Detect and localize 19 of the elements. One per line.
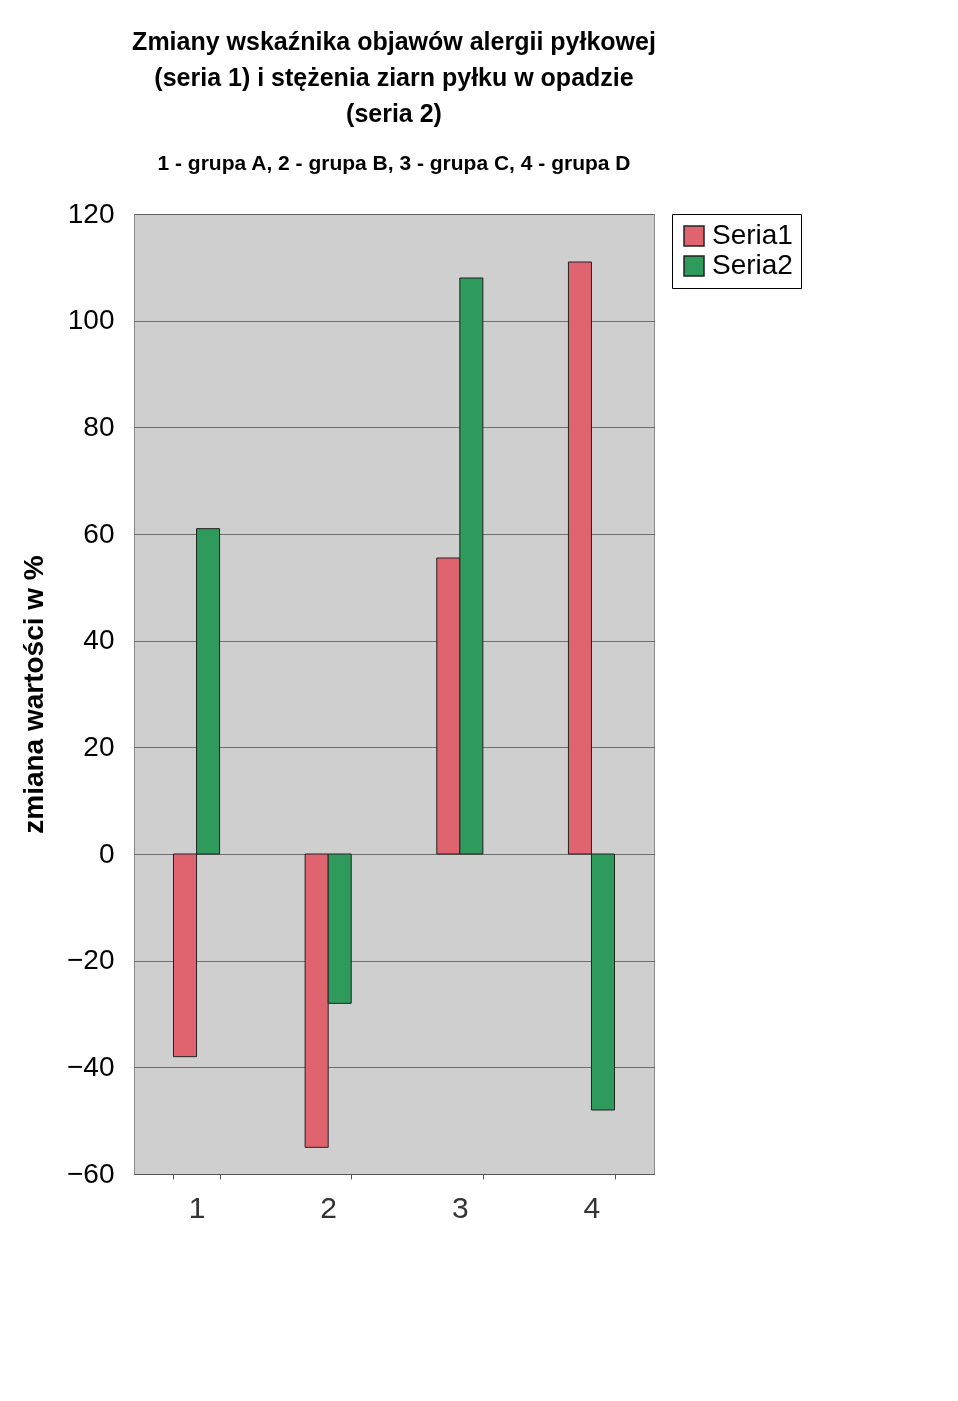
legend-label: Seria2 <box>712 249 793 280</box>
y-tick-label: 0 <box>98 837 115 869</box>
y-tick-label: −40 <box>67 1050 115 1082</box>
x-tick-label: 2 <box>320 1190 338 1224</box>
y-tick-label: 100 <box>67 304 115 336</box>
legend-label: Seria1 <box>712 219 793 250</box>
chart-subtitle: 1 - grupa A, 2 - grupa B, 3 - grupa C, 4 - grupa D <box>157 151 631 174</box>
y-tick-label: 40 <box>83 624 115 656</box>
y-tick-label: 80 <box>83 410 115 442</box>
y-axis-title: zmiana wartości w % <box>18 555 49 834</box>
y-tick-label: 60 <box>83 517 115 549</box>
y-tick-label: −60 <box>67 1157 115 1189</box>
x-tick-label: 1 <box>188 1190 206 1224</box>
x-tick-label: 3 <box>451 1190 469 1224</box>
chart-title: Zmiany wskaźnika objawów alergii pyłkowej (seria 1) i stężenia ziarn pyłku w opadzie (seria 2) <box>132 27 656 127</box>
y-tick-label: −20 <box>67 944 115 976</box>
y-tick-label: 20 <box>83 730 115 762</box>
y-tick-label: 120 <box>67 197 115 229</box>
x-tick-label: 4 <box>583 1190 601 1224</box>
